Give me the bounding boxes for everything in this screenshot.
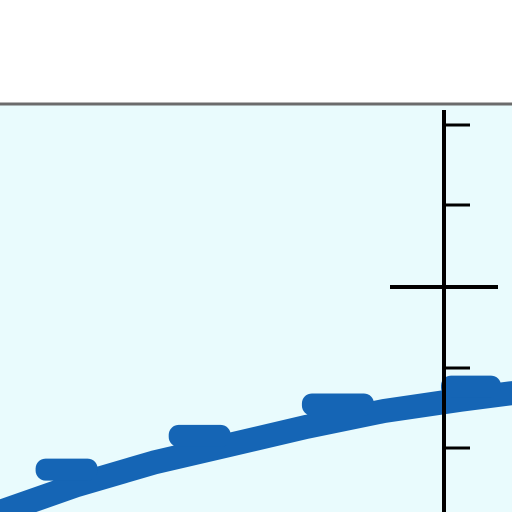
curve-plateau-2	[168, 424, 231, 447]
curve-plateau-4	[441, 375, 501, 398]
data-series-curve	[0, 375, 512, 512]
curve-plateau-1	[35, 458, 98, 481]
curve-band	[0, 381, 512, 512]
y-axis	[390, 110, 498, 512]
curve-plateau-3	[301, 393, 374, 416]
